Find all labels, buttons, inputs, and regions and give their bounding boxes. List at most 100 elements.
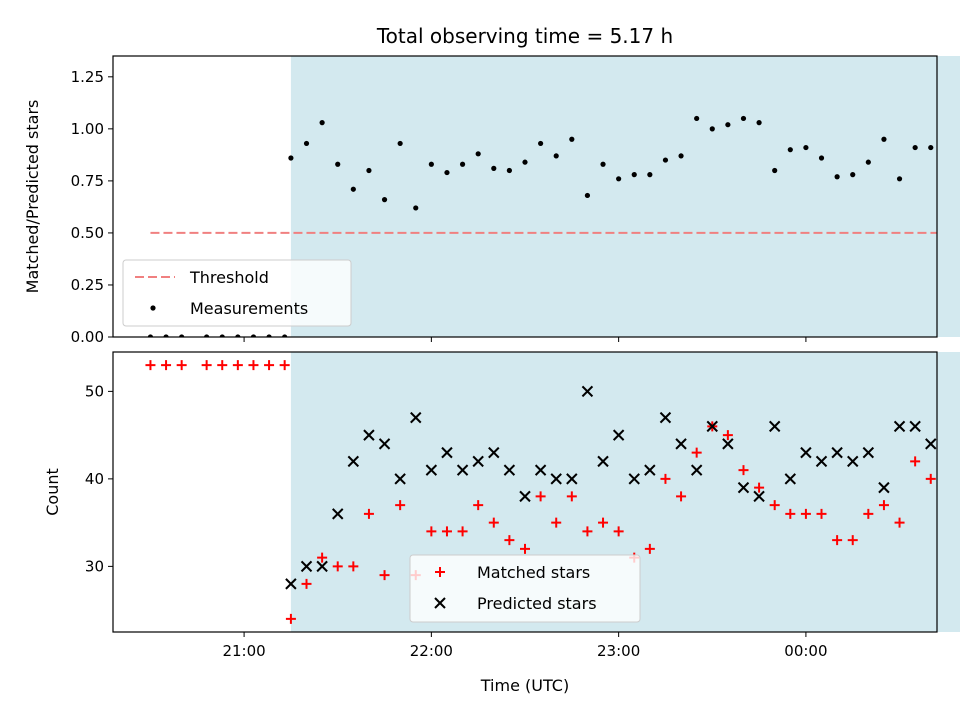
matched-star-point [264,360,275,371]
predicted-star-point [675,438,687,450]
top-y-tick-label: 0.50 [71,224,104,242]
predicted-star-point [332,508,344,520]
predicted-star-point [597,455,609,468]
count-panel: 30405021:0022:0023:0000:0001:0002:00Coun… [43,351,960,660]
measurement-point [413,205,419,211]
predicted-marker-b [628,473,640,485]
x-axis-title: Time (UTC) [480,676,569,695]
matched-star-point [910,456,921,467]
matched-star-point [878,500,889,511]
top-y-tick-label: 1.25 [71,68,104,86]
predicted-marker-b [644,464,656,476]
matched-star-point [520,543,530,554]
measurement-point [179,334,185,337]
predicted-marker-b [815,455,828,468]
predicted-marker-b [597,455,609,468]
top-plot-area [147,115,937,337]
predicted-marker-b [300,560,313,573]
predicted-marker-b [378,438,391,450]
matched-star-point [363,508,374,519]
measurement-point [444,169,450,176]
matched-star-point [426,526,437,537]
predicted-star-point [847,455,859,468]
matched-star-point [248,360,259,371]
x-tick-label: 00:00 [784,642,827,660]
predicted-star-point [488,446,500,459]
predicted-marker-b [347,455,360,468]
measurement-point [235,334,241,337]
predicted-star-point [425,464,438,476]
predicted-star-point [878,481,890,494]
matched-star-point [332,561,343,572]
matched-star-point [551,517,562,528]
matched-star-point [379,570,390,581]
predicted-marker-b [519,490,531,503]
top-axes-frame [112,55,938,338]
predicted-star-point [410,411,422,424]
predicted-marker-b [675,438,687,450]
matched-star-point [395,500,406,511]
measurement-point [266,334,272,337]
legend-predicted-swatch [434,597,446,609]
measurement-point [319,120,325,126]
predicted-star-point [628,473,640,485]
measurement-point [584,192,591,199]
matched-star-point [785,508,796,519]
predicted-star-point [925,438,937,450]
matched-star-point [457,526,468,537]
matched-star-point [676,491,687,502]
predicted-star-point [612,429,625,441]
predicted-star-point [534,464,547,476]
measurement-point [725,122,731,128]
measurement-point [616,176,622,182]
matched-star-point [504,535,515,546]
legend-label: Matched stars [477,563,590,582]
matched-star-point [232,360,243,371]
measurement-point [772,167,778,174]
measurement-point [335,161,341,167]
matched-star-point [613,526,624,537]
matched-star-point [176,360,187,371]
predicted-star-point [815,455,828,468]
matched-star-point [800,508,811,519]
measurement-point [282,334,288,337]
matched-star-point [217,360,228,371]
x-tick-label: 21:00 [222,642,265,660]
x-tick-label: 22:00 [410,642,453,660]
matched-star-point [863,508,874,519]
measurement-point [553,153,559,159]
predicted-marker-b [784,473,797,485]
measurement-point [850,172,856,178]
ratio-panel: 0.00 0.25 0.50 0.75 1.00 1.25 Matched/Predicte… [23,55,960,346]
matched-star-point [660,473,671,484]
top-y-axis-title: Matched/Predicted stars [23,100,42,294]
measurement-point [303,140,310,147]
measurement-point [506,167,512,174]
measurement-point [397,140,403,147]
measurement-point [204,334,210,337]
predicted-star-point [300,560,313,573]
predicted-star-point [503,464,516,476]
bottom-y-tick-label: 40 [85,470,104,488]
matched-star-point [722,430,733,441]
predicted-star-point [519,490,531,503]
measurement-point [163,334,169,337]
predicted-star-point [285,578,297,590]
matched-star-point [441,526,452,537]
predicted-marker-b [862,446,875,459]
predicted-star-point [472,455,484,468]
measurement-point [756,120,762,126]
predicted-star-point [581,385,594,398]
legend-label: Predicted stars [477,594,597,613]
predicted-star-point [753,490,765,503]
measurement-point [740,115,747,122]
predicted-star-point [722,438,734,450]
legend-label: Threshold [189,268,269,287]
top-y-tick-label: 0.25 [71,276,104,294]
predicted-star-point [737,481,750,494]
matched-star-point [348,561,359,572]
predicted-marker-b [425,464,438,476]
legend-matched-swatch [435,567,445,577]
top-y-tick-label: 0.75 [71,172,104,190]
measurement-point [428,161,434,167]
